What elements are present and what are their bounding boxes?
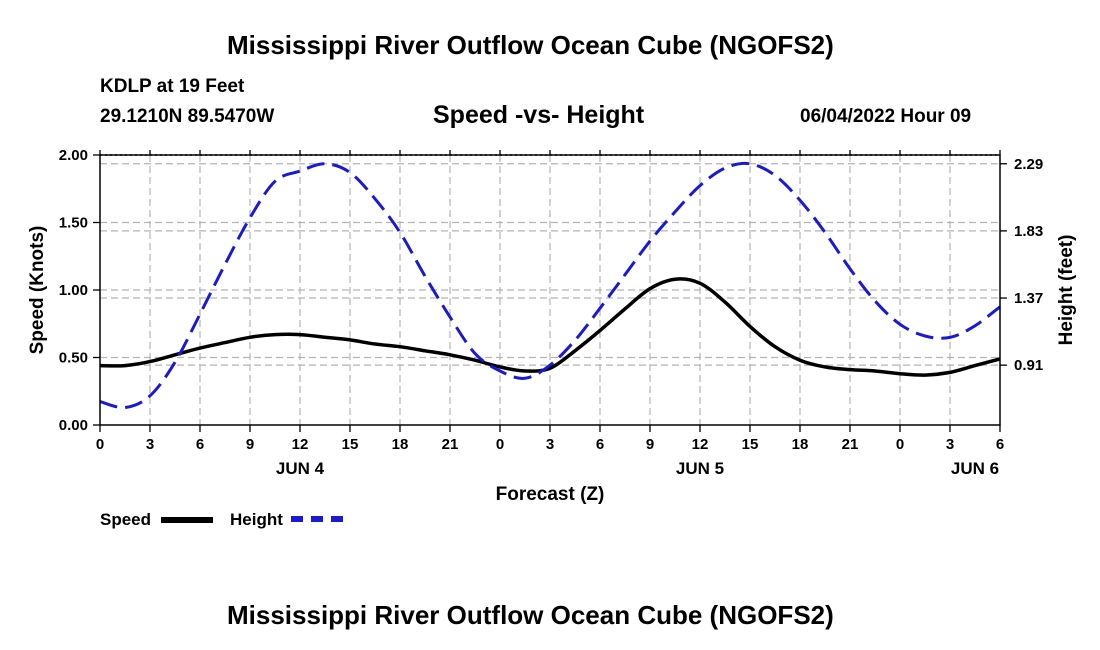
x-tick-label: 21 [842,436,859,453]
y2-tick-label: 2.29 [1014,156,1043,173]
x-tick-label: 6 [196,436,204,453]
x-tick-label: 18 [792,436,809,453]
legend-speed-swatch [161,517,213,523]
x-tick-label: 12 [692,436,709,453]
x-tick-label: 9 [246,436,254,453]
forecast-datetime: 06/04/2022 Hour 09 [800,106,972,127]
axis-layer: 0 3 6 9 12 15 18 21 0 3 6 9 12 15 18 21 0 3 6 0.00 0.50 1.00 1… [27,147,1077,505]
x-tick-label: 6 [596,436,604,453]
page-title: Mississippi River Outflow Ocean Cube (NG… [227,30,834,60]
series-line-speed [99,277,1001,377]
speed-height-chart: 0 3 6 9 12 15 18 21 0 3 6 9 12 15 18 21 0 3 6 0.00 0.50 1.00 1… [27,147,1077,505]
chart-title: Speed -vs- Height [433,101,645,129]
date-label: JUN 4 [276,459,325,478]
y-tick-label: 2.00 [59,147,88,164]
x-tick-label: 15 [342,436,359,453]
x-tick-label: 18 [392,436,409,453]
x-tick-label: 9 [646,436,654,453]
y2-tick-label: 0.91 [1014,357,1043,374]
x-tick-label: 12 [292,436,309,453]
grid-layer [100,155,1000,425]
y-tick-label: 0.00 [59,417,88,434]
series-layer [99,161,1001,410]
x-tick-label: 3 [546,436,554,453]
x-axis-title: Forecast (Z) [496,484,605,505]
y2-tick-label: 1.37 [1014,290,1043,307]
date-label: JUN 5 [676,459,724,478]
series-line-height [99,161,1001,410]
y2-tick-label: 1.83 [1014,223,1043,240]
y-axis-title: Speed (Knots) [27,226,48,355]
footer-title: Mississippi River Outflow Ocean Cube (NG… [227,600,834,630]
y2-axis-title: Height (feet) [1056,235,1077,346]
x-tick-label: 3 [946,436,954,453]
y-tick-label: 0.50 [59,350,88,367]
station-label: KDLP at 19 Feet [100,76,245,97]
x-tick-label: 0 [96,436,104,453]
legend-height-label: Height [230,510,283,529]
x-tick-label: 0 [896,436,904,453]
x-tick-label: 6 [996,436,1004,453]
x-tick-label: 0 [496,436,504,453]
date-label: JUN 6 [951,459,999,478]
legend-height-swatch [291,516,343,522]
legend-speed-label: Speed [100,510,152,529]
y-tick-label: 1.00 [59,282,88,299]
y-tick-label: 1.50 [59,215,88,232]
x-tick-label: 3 [146,436,154,453]
x-tick-label: 15 [742,436,759,453]
x-tick-label: 21 [442,436,459,453]
station-coordinates: 29.1210N 89.5470W [100,106,275,127]
